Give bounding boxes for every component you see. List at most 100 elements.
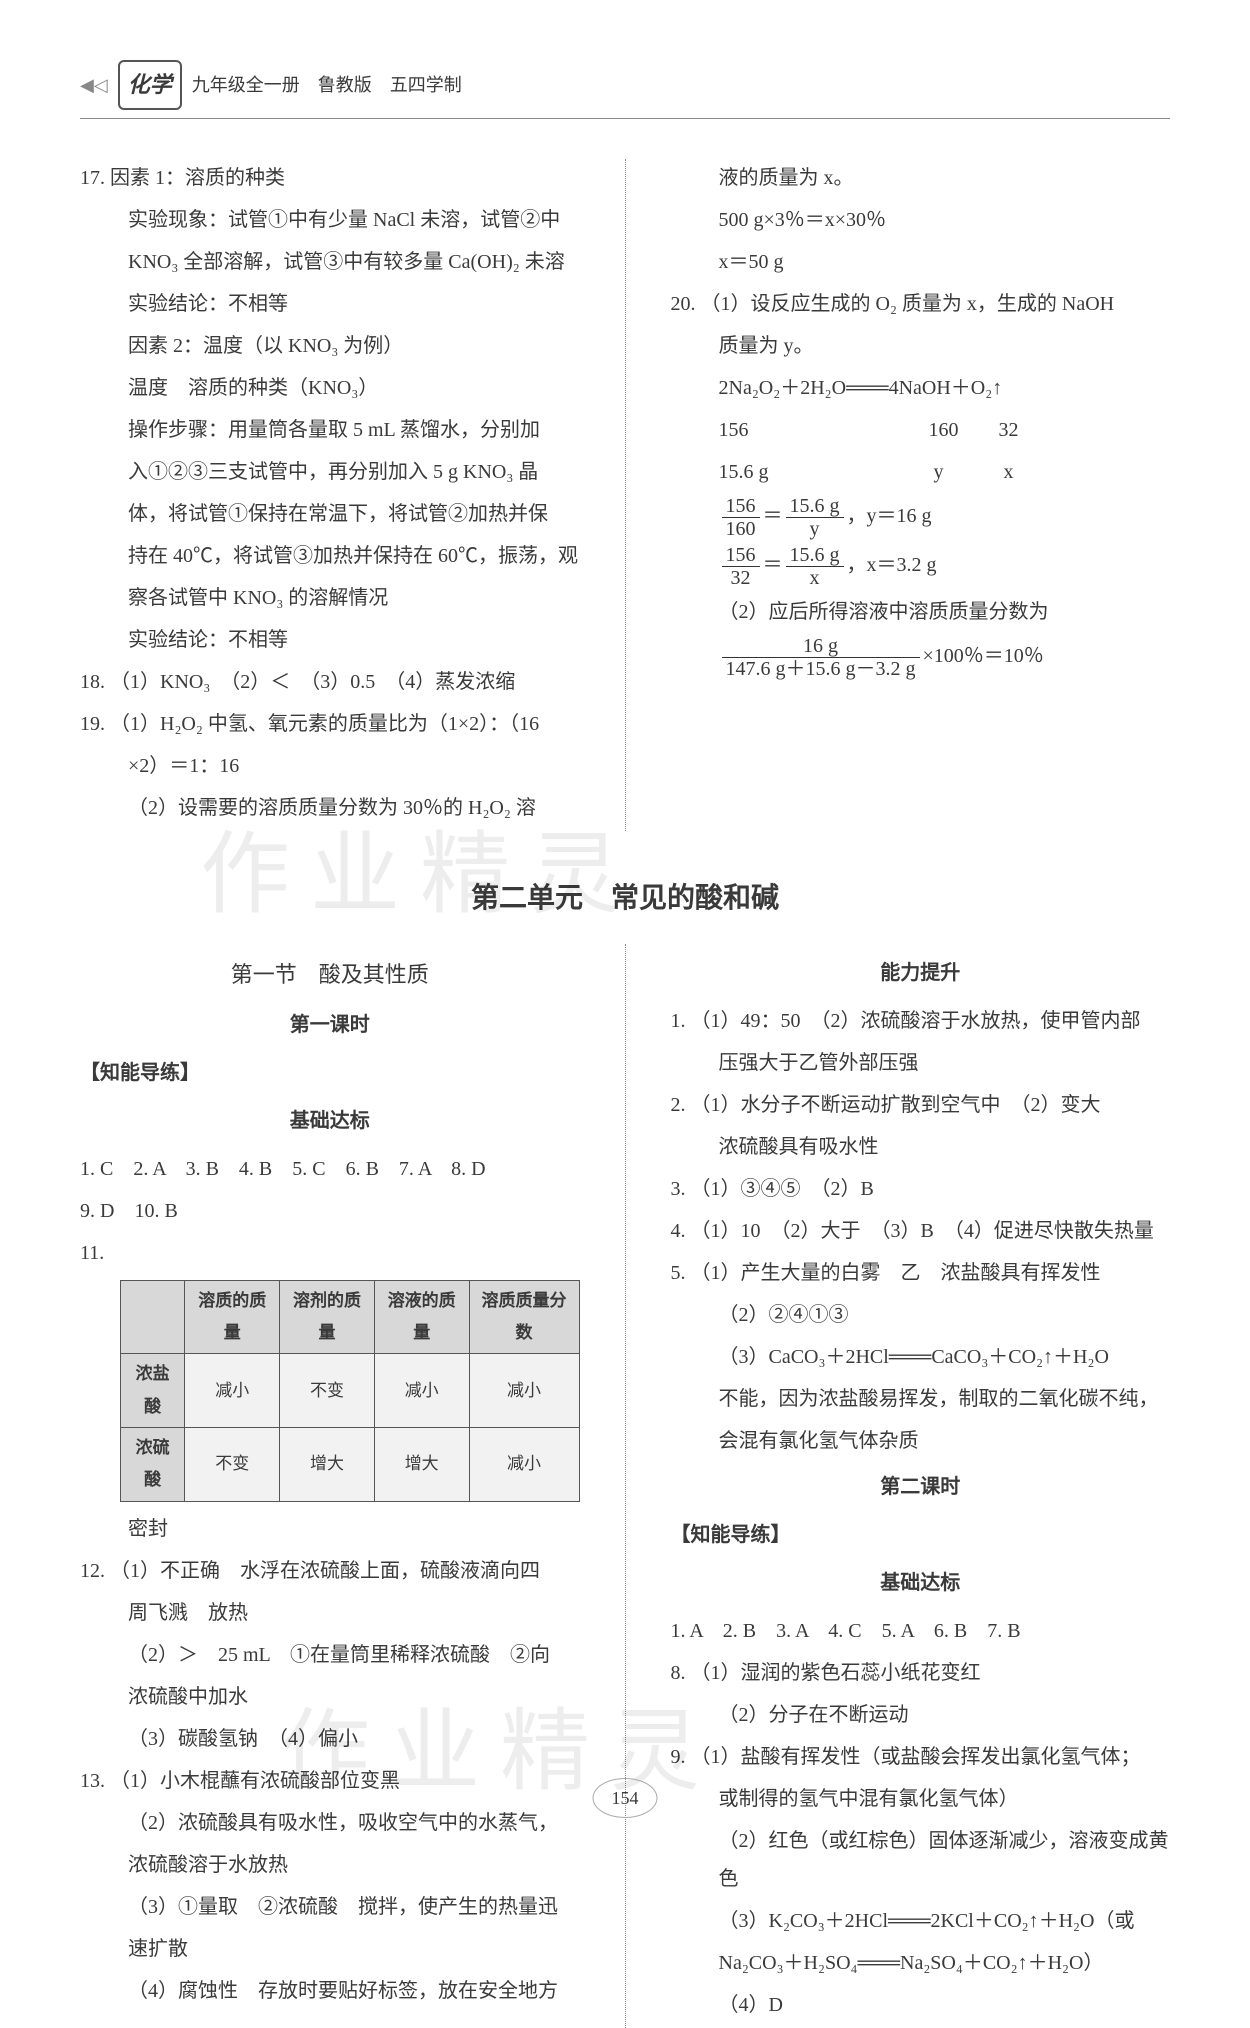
q17-line: 操作步骤：用量筒各量取 5 mL 蒸馏水，分别加 [80, 411, 580, 449]
q17-line: 入①②③三支试管中，再分别加入 5 g KNO₃ 晶 [80, 453, 580, 491]
bracket-heading: 【知能导练】 [80, 1054, 580, 1092]
q5-line: 5. （1）产生大量的白雾 乙 浓盐酸具有挥发性 [671, 1254, 1171, 1292]
q19-cont: 液的质量为 x。 [671, 159, 1171, 197]
q5-line: 会混有氯化氢气体杂质 [671, 1422, 1171, 1460]
q17-line: 实验现象：试管①中有少量 NaCl 未溶，试管②中 [80, 201, 580, 239]
q4-line: 4. （1）10 （2）大于 （3）B （4）促进尽快散失热量 [671, 1212, 1171, 1250]
table-header-row: 溶质的质量 溶剂的质量 溶液的质量 溶质质量分数 [121, 1280, 580, 1354]
q9-line: （3）K₂CO₃＋2HCl═══2KCl＋CO₂↑＋H₂O（或 [671, 1902, 1171, 1940]
q12-line: 周飞溅 放热 [80, 1594, 580, 1632]
q12-line: （2）＞ 25 mL ①在量筒里稀释浓硫酸 ②向 [80, 1636, 580, 1674]
table-cell: 增大 [374, 1427, 469, 1501]
table-header: 溶质质量分数 [469, 1280, 579, 1354]
mc-answers: 1. C 2. A 3. B 4. B 5. C 6. B 7. A 8. D [80, 1150, 580, 1188]
column-divider [625, 159, 626, 831]
table-cell: 减小 [469, 1427, 579, 1501]
mc-answers: 9. D 10. B [80, 1192, 580, 1230]
q13-line: 浓硫酸溶于水放热 [80, 1846, 580, 1884]
q13-line: （4）腐蚀性 存放时要贴好标签，放在安全地方 [80, 1972, 580, 2010]
page-number-text: 154 [593, 1778, 658, 1818]
q19-cont: x＝50 g [671, 243, 1171, 281]
top-left-column: 17. 因素 1：溶质的种类 实验现象：试管①中有少量 NaCl 未溶，试管②中… [80, 159, 580, 831]
q20-row: 156 160 32 [671, 411, 1171, 449]
q17-line: 温度 溶质的种类（KNO₃） [80, 369, 580, 407]
q17-line: 17. 因素 1：溶质的种类 [80, 159, 580, 197]
q18-line: 18. （1）KNO₃ （2）＜ （3）0.5 （4）蒸发浓缩 [80, 663, 580, 701]
q17-line: 实验结论：不相等 [80, 285, 580, 323]
bottom-columns: 第一节 酸及其性质 第一课时 【知能导练】 基础达标 1. C 2. A 3. … [80, 944, 1170, 2028]
page-header: ◀◁ 化学 九年级全一册 鲁教版 五四学制 [80, 60, 1170, 119]
q19-line: 19. （1）H₂O₂ 中氢、氧元素的质量比为（1×2）：（16 [80, 705, 580, 743]
top-right-column: 液的质量为 x。 500 g×3％＝x×30％ x＝50 g 20. （1）设反… [671, 159, 1171, 831]
table-cell: 减小 [469, 1354, 579, 1428]
unit-title: 第二单元 常见的酸和碱 [80, 871, 1170, 924]
q17-line: 因素 2：温度（以 KNO₃ 为例） [80, 327, 580, 365]
bottom-right-column: 能力提升 1. （1）49：50 （2）浓硫酸溶于水放热，使甲管内部 压强大于乙… [671, 944, 1171, 2028]
q8-line: 8. （1）湿润的紫色石蕊小纸花变红 [671, 1654, 1171, 1692]
table-cell: 减小 [185, 1354, 280, 1428]
table-cell: 不变 [280, 1354, 375, 1428]
q9-line: 9. （1）盐酸有挥发性（或盐酸会挥发出氯化氢气体； [671, 1738, 1171, 1776]
q13-line: 速扩散 [80, 1930, 580, 1968]
q17-line: KNO₃ 全部溶解，试管③中有较多量 Ca(OH)₂ 未溶 [80, 243, 580, 281]
table-header [121, 1280, 185, 1354]
q17-line: 体，将试管①保持在常温下，将试管②加热并保 [80, 495, 580, 533]
q19-line: （2）设需要的溶质质量分数为 30％的 H₂O₂ 溶 [80, 789, 580, 827]
q12-line: 浓硫酸中加水 [80, 1678, 580, 1716]
sub-heading: 基础达标 [671, 1564, 1171, 1602]
table-header: 溶质的质量 [185, 1280, 280, 1354]
mc-answers: 1. A 2. B 3. A 4. C 5. A 6. B 7. B [671, 1612, 1171, 1650]
q1-line: 压强大于乙管外部压强 [671, 1044, 1171, 1082]
sub-heading: 基础达标 [80, 1102, 580, 1140]
q17-line: 持在 40℃，将试管③加热并保持在 60℃，振荡，观 [80, 537, 580, 575]
q2-line: 浓硫酸具有吸水性 [671, 1128, 1171, 1166]
q9-line: Na₂CO₃＋H₂SO₄═══Na₂SO₄＋CO₂↑＋H₂O） [671, 1944, 1171, 1982]
subject-badge: 化学 [118, 60, 182, 110]
q5-line: （2）②④①③ [671, 1296, 1171, 1334]
q9-line: （4）D [671, 1986, 1171, 2024]
q5-line: 不能，因为浓盐酸易挥发，制取的二氧化碳不纯， [671, 1380, 1171, 1418]
header-subtitle: 九年级全一册 鲁教版 五四学制 [192, 68, 462, 102]
q11-table: 溶质的质量 溶剂的质量 溶液的质量 溶质质量分数 浓盐酸 减小 不变 减小 减小… [120, 1280, 580, 1502]
q9-line: 或制得的氢气中混有氯化氢气体） [671, 1780, 1171, 1818]
q1-line: 1. （1）49：50 （2）浓硫酸溶于水放热，使甲管内部 [671, 1002, 1171, 1040]
table-cell: 增大 [280, 1427, 375, 1501]
q13-line: （3）①量取 ②浓硫酸 搅拌，使产生的热量迅 [80, 1888, 580, 1926]
q13-line: （2）浓硫酸具有吸水性，吸收空气中的水蒸气， [80, 1804, 580, 1842]
table-header: 溶剂的质量 [280, 1280, 375, 1354]
table-header: 溶液的质量 [374, 1280, 469, 1354]
q11-extra: 密封 [80, 1510, 580, 1548]
q20-equation: 2Na₂O₂＋2H₂O═══4NaOH＋O₂↑ [671, 369, 1171, 407]
q17-line: 实验结论：不相等 [80, 621, 580, 659]
q11-label: 11. [80, 1234, 580, 1272]
q20-row: 15.6 g y x [671, 453, 1171, 491]
sub-heading: 能力提升 [671, 954, 1171, 992]
table-row: 浓硫酸 不变 增大 增大 减小 [121, 1427, 580, 1501]
q20-frac: 16 g147.6 g＋15.6 g－3.2 g×100％＝10％ [671, 635, 1171, 680]
lesson-title: 第二课时 [671, 1468, 1171, 1506]
column-divider [625, 944, 626, 2028]
table-cell: 浓硫酸 [121, 1427, 185, 1501]
table-cell: 不变 [185, 1427, 280, 1501]
bracket-heading: 【知能导练】 [671, 1516, 1171, 1554]
page-number: 154 [593, 1778, 658, 1818]
q20-line: 质量为 y。 [671, 327, 1171, 365]
q20-line: 20. （1）设反应生成的 O₂ 质量为 x，生成的 NaOH [671, 285, 1171, 323]
q19-line: ×2）＝1：16 [80, 747, 580, 785]
table-cell: 减小 [374, 1354, 469, 1428]
lesson-title: 第一课时 [80, 1006, 580, 1044]
q13-line: 13. （1）小木棍蘸有浓硫酸部位变黑 [80, 1762, 580, 1800]
q3-line: 3. （1）③④⑤ （2）B [671, 1170, 1171, 1208]
q12-line: （3）碳酸氢钠 （4）偏小 [80, 1720, 580, 1758]
q9-line: （2）红色（或红棕色）固体逐渐减少，溶液变成黄色 [671, 1822, 1171, 1898]
q2-line: 2. （1）水分子不断运动扩散到空气中 （2）变大 [671, 1086, 1171, 1124]
q12-line: 12. （1）不正确 水浮在浓硫酸上面，硫酸液滴向四 [80, 1552, 580, 1590]
q19-cont: 500 g×3％＝x×30％ [671, 201, 1171, 239]
table-row: 浓盐酸 减小 不变 减小 减小 [121, 1354, 580, 1428]
header-decoration: ◀◁ [80, 68, 108, 102]
q20-frac: 156160＝15.6 gy，y＝16 g [671, 495, 1171, 540]
bottom-left-column: 第一节 酸及其性质 第一课时 【知能导练】 基础达标 1. C 2. A 3. … [80, 944, 580, 2028]
q5-line: （3）CaCO₃＋2HCl═══CaCO₃＋CO₂↑＋H₂O [671, 1338, 1171, 1376]
q20-line: （2）应后所得溶液中溶质质量分数为 [671, 593, 1171, 631]
q17-line: 察各试管中 KNO₃ 的溶解情况 [80, 579, 580, 617]
